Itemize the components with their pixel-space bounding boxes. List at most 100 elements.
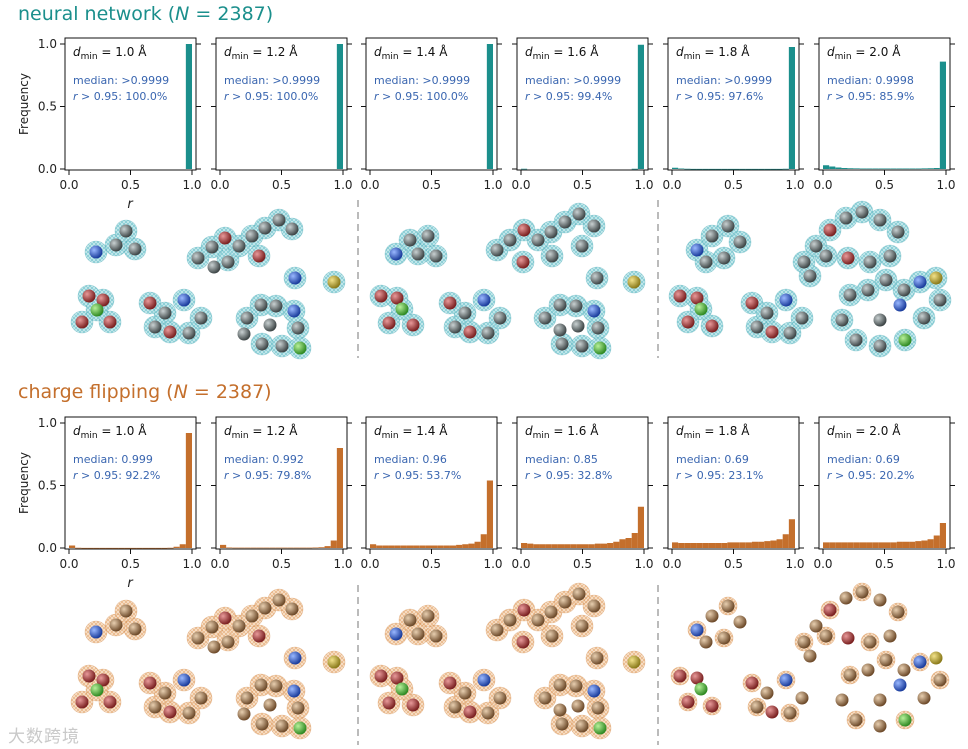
atom-sphere — [783, 326, 797, 340]
atom-sphere — [232, 239, 246, 253]
histogram-bar — [859, 168, 867, 170]
atom-sphere — [382, 316, 396, 330]
histogram-panel: 0.0 0.5 1.0 dmin = 1.2 Å median: 0.992 r > 0.… — [210, 416, 353, 571]
histogram-bar — [533, 544, 540, 548]
atom-sphere — [191, 631, 205, 645]
atom-sphere — [240, 691, 254, 705]
histogram-bar — [909, 541, 916, 548]
x-tick-label: 1.0 — [936, 178, 955, 192]
atom-sphere — [275, 339, 289, 353]
atom-sphere — [177, 293, 191, 307]
histogram-bar — [318, 547, 325, 548]
atom-sphere — [82, 289, 96, 303]
y-tick-label: 1.0 — [38, 37, 57, 51]
histogram-bar — [690, 168, 697, 170]
atom-sphere — [148, 700, 162, 714]
atom-sphere — [252, 629, 266, 643]
median-label: median: 0.999 — [73, 453, 153, 466]
histogram-bar — [872, 168, 879, 170]
atom-sphere — [694, 682, 708, 696]
histogram-bar — [896, 541, 903, 548]
atom-sphere — [429, 629, 443, 643]
atom-sphere — [839, 591, 853, 605]
atom-sphere — [293, 721, 307, 735]
atom-sphere — [591, 321, 605, 335]
histogram-bar — [939, 523, 946, 548]
r-fraction-label: r > 0.95: 85.9% — [827, 90, 914, 103]
dmin-label: dmin = 2.0 Å — [827, 44, 901, 62]
histogram-bar — [576, 544, 583, 548]
atom-sphere — [263, 318, 277, 332]
atom-sphere — [849, 713, 863, 727]
histogram-bar — [468, 543, 475, 548]
section-title-charge-flipping: charge flipping (N = 2387) — [18, 381, 272, 403]
x-tick-label: 1.0 — [483, 178, 502, 192]
histogram-bar — [594, 543, 601, 548]
atom-sphere — [898, 333, 912, 347]
atom-sphere — [544, 605, 558, 619]
atom-sphere — [516, 255, 530, 269]
atom-sphere — [374, 289, 388, 303]
atom-sphere — [760, 686, 774, 700]
histogram-panel: 0.0 0.5 1.0 dmin = 1.4 Å median: 0.96 r > 0.9… — [360, 416, 503, 571]
atom-sphere — [490, 243, 504, 257]
histogram-bar — [185, 433, 192, 548]
x-tick-label: 1.0 — [182, 557, 201, 571]
histogram-bar — [462, 544, 469, 548]
y-tick-label: 0.0 — [38, 541, 57, 555]
histogram-bar — [619, 539, 626, 548]
histogram-bar — [696, 168, 703, 170]
histogram-bar — [75, 547, 82, 549]
histogram-bar — [425, 545, 432, 548]
x-tick-label: 0.0 — [360, 557, 379, 571]
atom-sphere — [855, 585, 869, 599]
atom-sphere — [835, 313, 849, 327]
x-tick-label: 0.0 — [210, 557, 229, 571]
atom-sphere — [481, 706, 495, 720]
histogram-bar — [678, 543, 685, 548]
x-tick-label: 1.0 — [634, 178, 653, 192]
dmin-label: dmin = 1.4 Å — [374, 423, 448, 441]
histogram-bar — [745, 168, 752, 170]
histogram-bar — [105, 547, 113, 549]
atom-sphere — [477, 673, 491, 687]
histogram-bar — [551, 544, 558, 548]
dmin-label: dmin = 1.0 Å — [73, 44, 147, 62]
histogram-bar — [419, 545, 426, 548]
atom-sphere — [809, 619, 823, 633]
x-tick-label: 0.5 — [422, 557, 441, 571]
atom-sphere — [819, 629, 833, 643]
histogram-panel: 0.0 0.5 1.0 dmin = 2.0 Å median: 0.69 r > 0.9… — [813, 416, 956, 571]
atom-sphere — [587, 684, 601, 698]
atom-sphere — [254, 298, 268, 312]
atom-sphere — [575, 339, 589, 353]
histogram-bar — [841, 168, 848, 169]
histogram-bar — [835, 542, 842, 548]
atom-sphere — [182, 326, 196, 340]
atom-sphere — [765, 705, 779, 719]
atom-sphere — [287, 304, 301, 318]
atom-sphere — [293, 341, 307, 355]
molecule-panel — [369, 202, 646, 360]
histogram-bar — [220, 544, 227, 548]
histogram-bar — [721, 168, 728, 170]
histogram-bar — [564, 544, 571, 548]
atom-sphere — [254, 678, 268, 692]
r-fraction-label: r > 0.95: 100.0% — [73, 90, 167, 103]
atom-sphere — [553, 703, 567, 717]
histogram-bar — [758, 541, 765, 548]
histogram-bar — [733, 542, 740, 548]
histogram-bar — [933, 168, 940, 169]
atom-sphere — [571, 319, 585, 333]
dmin-label: dmin = 1.8 Å — [676, 423, 750, 441]
x-tick-label: 1.0 — [785, 557, 804, 571]
atom-sphere — [558, 595, 572, 609]
histogram-bar — [582, 544, 589, 548]
atom-sphere — [861, 663, 875, 677]
histogram-bar — [155, 547, 162, 549]
atom-sphere — [218, 231, 232, 245]
x-tick-label: 0.5 — [121, 178, 140, 192]
histogram-bar — [474, 541, 481, 548]
x-tick-label: 1.0 — [634, 557, 653, 571]
median-label: median: 0.69 — [827, 453, 900, 466]
